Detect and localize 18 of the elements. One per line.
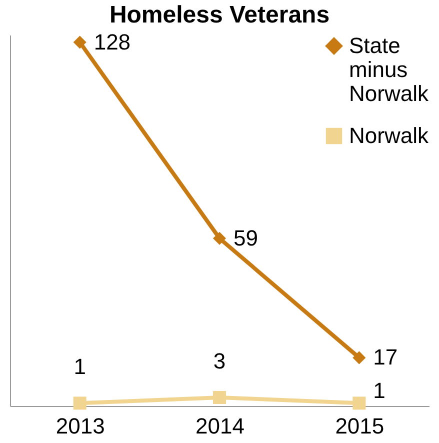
legend-label: Norwalk bbox=[349, 123, 430, 148]
data-label: 59 bbox=[234, 225, 258, 250]
x-tick-label: 2015 bbox=[335, 414, 384, 438]
chart-title: Homeless Veterans bbox=[109, 1, 330, 28]
legend-label: State minus Norwalk bbox=[349, 33, 430, 106]
point bbox=[73, 36, 86, 49]
point bbox=[212, 232, 226, 245]
data-label: 1 bbox=[74, 354, 86, 380]
point bbox=[73, 396, 86, 410]
point bbox=[212, 390, 226, 404]
x-tick-label: 2013 bbox=[56, 414, 105, 438]
x-tick-label: 2014 bbox=[196, 414, 244, 438]
data-label: 128 bbox=[94, 29, 131, 54]
point bbox=[352, 396, 366, 410]
point bbox=[352, 351, 366, 364]
data-label: 3 bbox=[213, 348, 226, 374]
data-label: 17 bbox=[373, 344, 398, 370]
data-label: 1 bbox=[373, 378, 386, 404]
